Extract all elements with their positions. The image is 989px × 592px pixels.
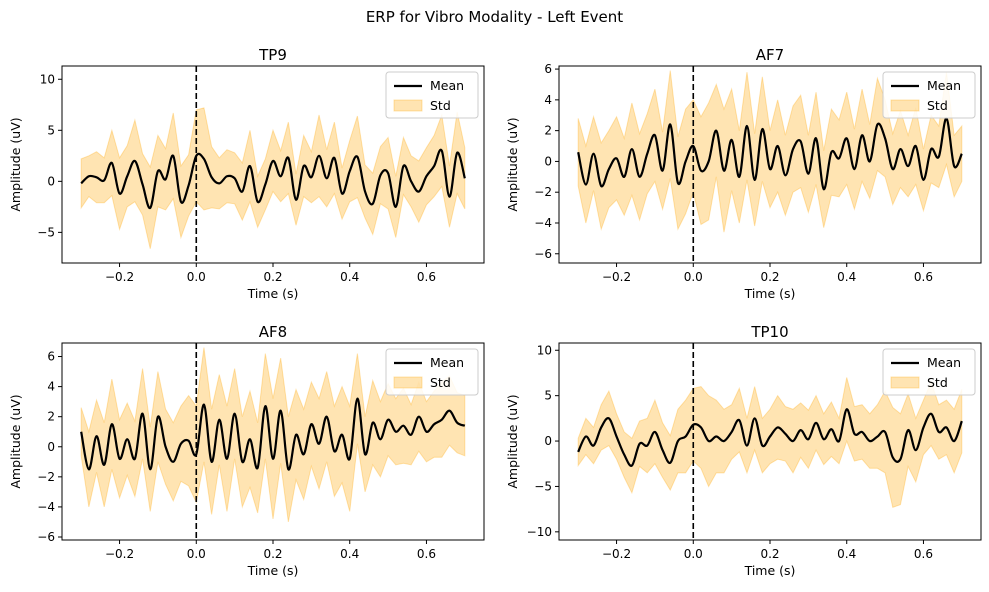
x-tick-label: 0.6 (914, 270, 933, 284)
x-tick-label: −0.2 (105, 547, 134, 561)
y-tick-label: −5 (534, 479, 552, 493)
plot-data (80, 347, 466, 523)
y-tick-label: 0 (47, 440, 55, 454)
x-tick-label: 0.0 (684, 270, 703, 284)
legend-box (882, 71, 976, 119)
x-axis-label: Time (s) (247, 286, 299, 301)
x-tick-label: 0.0 (187, 270, 206, 284)
subplot-title: AF7 (756, 46, 784, 64)
y-tick-label: 0 (544, 154, 552, 168)
mean-line (577, 117, 963, 191)
mean-line (577, 408, 963, 467)
subplot-title: AF8 (259, 323, 287, 341)
mean-line (80, 148, 466, 209)
y-tick-label: 0 (47, 174, 55, 188)
std-band (80, 347, 466, 523)
subplot-af8: AF8 −0.2 0.0 0.2 0.4 0.6 −6 −4 −2 0 2 4 6 Time (s) Amp… (8, 323, 485, 578)
y-tick-label: −2 (37, 470, 55, 484)
figure-title: ERP for Vibro Modality - Left Event (365, 8, 624, 26)
legend-std-swatch (393, 99, 423, 112)
y-tick-label: −4 (534, 216, 552, 230)
y-axis-label: Amplitude (uV) (8, 394, 23, 488)
legend-std-swatch (890, 376, 920, 389)
y-tick-label: −5 (37, 225, 55, 239)
y-tick-label: 4 (47, 380, 55, 394)
legend-std-label: Std (927, 375, 948, 390)
x-tick-label: 0.0 (187, 547, 206, 561)
y-tick-label: 0 (544, 434, 552, 448)
y-tick-label: −6 (534, 247, 552, 261)
y-tick-label: 6 (47, 350, 55, 364)
x-tick-label: 0.6 (914, 547, 933, 561)
y-tick-label: 2 (47, 410, 55, 424)
x-tick-label: 0.2 (760, 270, 779, 284)
legend-mean-label: Mean (430, 78, 464, 93)
y-tick-label: 4 (544, 93, 552, 107)
std-band (577, 70, 963, 233)
x-tick-label: 0.6 (417, 270, 436, 284)
plot-data (577, 377, 963, 508)
y-tick-label: 5 (544, 389, 552, 403)
x-tick-label: 0.6 (417, 547, 436, 561)
x-axis-label: Time (s) (744, 286, 796, 301)
y-axis-label: Amplitude (uV) (505, 117, 520, 211)
plot-data (577, 70, 963, 233)
subplot-title: TP10 (750, 323, 788, 341)
x-tick-label: 0.2 (263, 547, 282, 561)
x-tick-label: −0.2 (602, 547, 631, 561)
legend-std-swatch (393, 376, 423, 389)
std-band (577, 377, 963, 508)
y-axis-label: Amplitude (uV) (8, 117, 23, 211)
legend-mean-label: Mean (430, 355, 464, 370)
legend-std-label: Std (430, 98, 451, 113)
x-tick-label: 0.4 (340, 270, 359, 284)
mean-line (80, 397, 466, 471)
x-tick-label: 0.4 (837, 270, 856, 284)
y-axis-label: Amplitude (uV) (505, 394, 520, 488)
std-band (80, 107, 466, 249)
y-tick-label: 5 (47, 123, 55, 137)
legend-std-label: Std (430, 375, 451, 390)
legend-box (882, 348, 976, 396)
legend: Mean Std (385, 71, 479, 119)
x-axis-label: Time (s) (744, 563, 796, 578)
x-tick-label: 0.0 (684, 547, 703, 561)
y-tick-label: −6 (37, 530, 55, 544)
legend-box (385, 348, 479, 396)
subplot-af7: AF7 −0.2 0.0 0.2 0.4 0.6 −6 −4 −2 0 2 4 6 Time (s) Amp… (505, 46, 982, 301)
y-tick-label: 10 (40, 72, 55, 86)
x-tick-label: −0.2 (602, 270, 631, 284)
legend-mean-label: Mean (927, 355, 961, 370)
x-tick-label: 0.4 (340, 547, 359, 561)
y-tick-label: −4 (37, 500, 55, 514)
y-tick-label: −2 (534, 185, 552, 199)
x-axis-label: Time (s) (247, 563, 299, 578)
subplot-tp10: TP10 −0.2 0.0 0.2 0.4 0.6 −10 −5 0 5 10 Time (s) Amp… (505, 323, 982, 578)
legend: Mean Std (882, 348, 976, 396)
x-tick-label: 0.2 (263, 270, 282, 284)
x-tick-label: 0.4 (837, 547, 856, 561)
x-tick-label: 0.2 (760, 547, 779, 561)
y-tick-label: 6 (544, 62, 552, 76)
subplot-tp9: TP9 −0.2 0.0 0.2 0.4 0.6 −5 0 5 10 Time (s) Amplitu… (8, 46, 485, 301)
legend-box (385, 71, 479, 119)
legend-std-label: Std (927, 98, 948, 113)
legend-std-swatch (890, 99, 920, 112)
y-tick-label: −10 (527, 525, 552, 539)
legend: Mean Std (385, 348, 479, 396)
y-tick-label: 10 (537, 343, 552, 357)
subplot-title: TP9 (258, 46, 287, 64)
x-tick-label: −0.2 (105, 270, 134, 284)
legend-mean-label: Mean (927, 78, 961, 93)
y-tick-label: 2 (544, 124, 552, 138)
plot-data (80, 107, 466, 249)
legend: Mean Std (882, 71, 976, 119)
